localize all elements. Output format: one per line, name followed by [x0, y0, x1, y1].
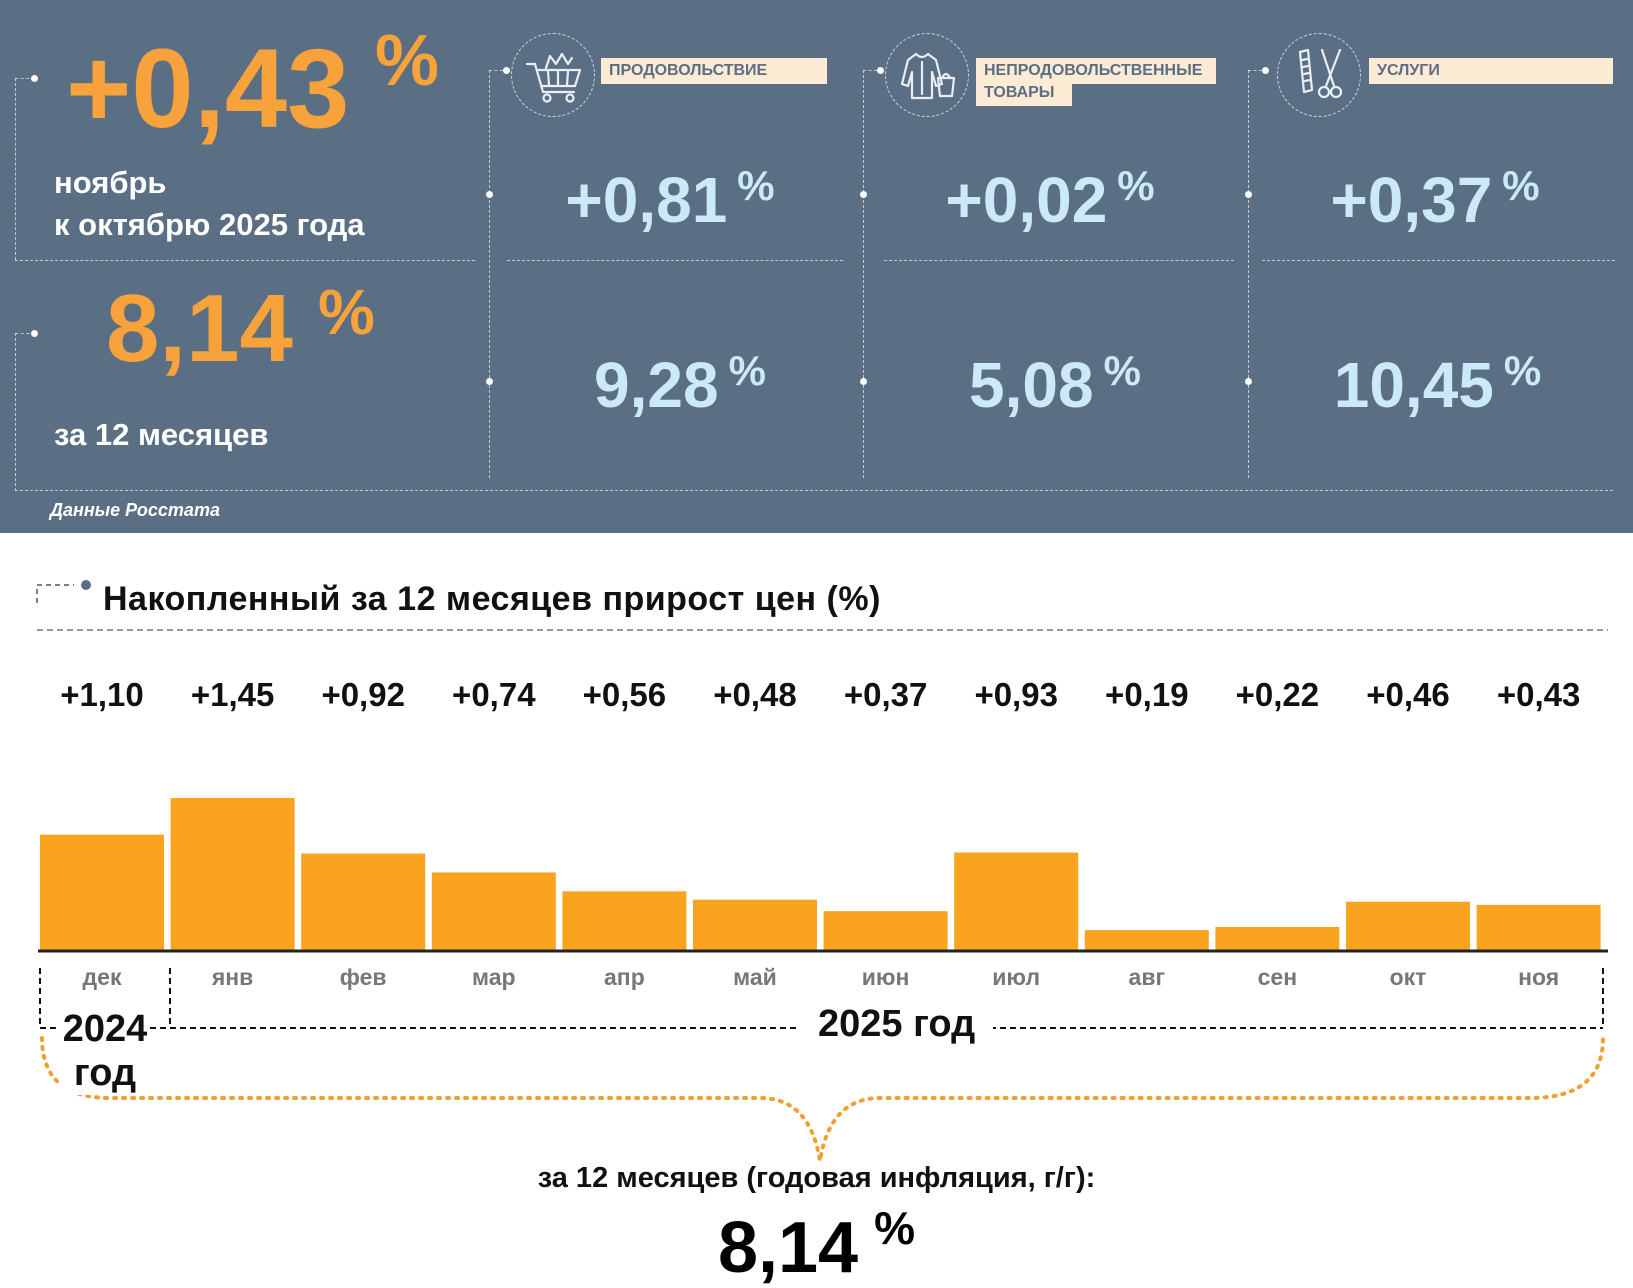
bullet-dot [1245, 378, 1252, 385]
month-label-ноя: ноя [1518, 964, 1560, 990]
bar-апр [562, 891, 687, 950]
column-divider [1248, 70, 1249, 478]
month-label-июл: июл [992, 964, 1041, 990]
frame-line [15, 333, 16, 491]
category-label-food: ПРОДОВОЛЬСТВИЕ [601, 58, 827, 84]
scissors-comb-icon [1277, 33, 1361, 117]
value-label-апр: +0,56 [582, 676, 667, 713]
services-monthly-value: +0,37% [1330, 162, 1540, 236]
column-divider [863, 70, 864, 478]
bar-май [693, 899, 817, 950]
frame-line [15, 333, 35, 334]
bar-авг [1084, 930, 1209, 950]
bar-chart [38, 798, 1608, 953]
month-label-окт: окт [1389, 964, 1427, 990]
column-divider [489, 70, 490, 478]
year-2024-label: 2024 год [60, 1008, 150, 1096]
annual-inflation-value: 8,14 [106, 275, 293, 382]
annual-period-label: за 12 месяцев [54, 417, 269, 452]
month-label-янв: янв [211, 964, 254, 990]
bar-мар [431, 872, 556, 950]
nonfood-monthly-value: +0,02% [945, 162, 1155, 236]
month-label-июн: июн [861, 964, 910, 990]
year-2024-line1: 2024 [62, 1008, 148, 1050]
month-label-мар: мар [472, 964, 516, 990]
clothing-icon [885, 33, 969, 117]
bar-июл [954, 852, 1079, 950]
food-annual-value: 9,28% [594, 347, 766, 421]
value-label-май: +0,48 [713, 676, 797, 713]
annual-inflation-total: 8,14% [717, 1202, 916, 1288]
shopping-cart-icon [511, 33, 595, 117]
value-label-авг: +0,19 [1105, 676, 1189, 713]
month-label-май: май [733, 964, 777, 990]
services-annual-value: 10,45% [1333, 347, 1542, 421]
bullet-dot [1245, 191, 1252, 198]
value-label-сен: +0,22 [1235, 676, 1320, 713]
value-label-фев: +0,92 [321, 676, 405, 713]
category-label-nonfood-line2: ТОВАРЫ [976, 80, 1072, 106]
year-2024-line2: год [73, 1051, 137, 1094]
frame-line [863, 70, 877, 71]
month-label-фев: фев [339, 964, 387, 990]
bullet-dot [486, 378, 493, 385]
frame-line [15, 78, 16, 260]
bar-сен [1215, 926, 1340, 950]
bullet-dot [31, 75, 38, 82]
bullet-dot [877, 67, 884, 74]
bar-фев [301, 853, 426, 950]
bar-окт [1346, 901, 1470, 950]
frame-line [15, 78, 35, 79]
row-divider [507, 260, 843, 261]
bullet-dot [486, 191, 493, 198]
value-label-мар: +0,74 [452, 676, 536, 713]
year-2025-label: 2025 год [800, 1003, 994, 1047]
bullet-dot [31, 330, 38, 337]
frame-line [15, 260, 475, 261]
chart-title: Накопленный за 12 месяцев прирост цен (%… [103, 580, 881, 618]
nonfood-annual-value: 5,08% [969, 347, 1141, 421]
row-divider [1262, 260, 1615, 261]
monthly-period-line1: ноябрь [54, 165, 167, 200]
value-label-окт: +0,46 [1366, 676, 1450, 713]
data-source-note: Данные Росстата [50, 500, 220, 520]
value-label-ноя: +0,43 [1496, 676, 1581, 713]
value-label-июн: +0,37 [843, 676, 928, 713]
monthly-inflation-unit: % [375, 21, 440, 101]
frame-line [489, 70, 503, 71]
bar-июн [823, 911, 948, 950]
category-label-services: УСЛУГИ [1369, 58, 1613, 84]
bar-янв [170, 798, 295, 950]
month-label-авг: авг [1128, 964, 1166, 990]
month-label-апр: апр [604, 964, 645, 990]
summary-panel: +0,43 % ноябрь к октябрю 2025 года 8,14 … [0, 0, 1633, 533]
month-label-сен: сен [1257, 964, 1298, 990]
value-label-янв: +1,45 [190, 676, 275, 713]
annual-inflation-caption: за 12 месяцев (годовая инфляция, г/г): [537, 1162, 1096, 1194]
monthly-inflation-value: +0,43 [66, 26, 350, 151]
value-label-дек: +1,10 [60, 676, 144, 713]
category-label-nonfood-line1: НЕПРОДОВОЛЬСТВЕННЫЕ [984, 62, 1203, 79]
monthly-period-line2: к октябрю 2025 года [54, 207, 365, 242]
bar-дек [40, 834, 164, 950]
bullet-dot [860, 191, 867, 198]
row-divider [884, 260, 1234, 261]
value-label-июл: +0,93 [974, 676, 1058, 713]
annual-inflation-unit: % [318, 276, 375, 348]
bar-ноя [1476, 904, 1601, 950]
frame-line [1248, 70, 1262, 71]
category-label-nonfood: НЕПРОДОВОЛЬСТВЕННЫЕ [976, 58, 1216, 84]
annual-brace [40, 1036, 1605, 1162]
food-monthly-value: +0,81% [565, 162, 775, 236]
bullet-dot [503, 67, 510, 74]
month-label-дек: дек [82, 964, 122, 990]
frame-line [15, 490, 1613, 491]
bullet-dot [860, 378, 867, 385]
title-bracket-line [36, 584, 74, 603]
title-bullet-dot [81, 580, 91, 590]
bullet-dot [1262, 67, 1269, 74]
